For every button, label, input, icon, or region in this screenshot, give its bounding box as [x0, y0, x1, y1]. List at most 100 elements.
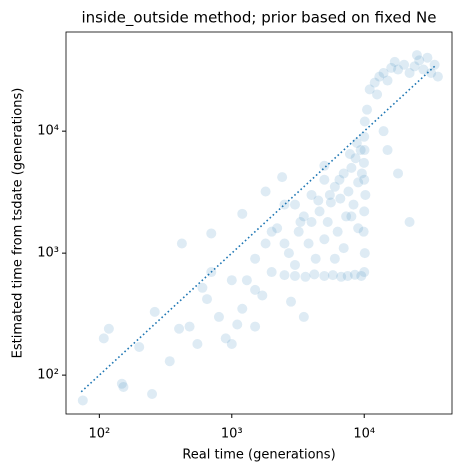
point: [314, 206, 325, 217]
point: [346, 211, 357, 222]
point: [389, 56, 400, 67]
x-tick-label: 10²: [88, 427, 110, 442]
point: [327, 270, 338, 281]
point: [213, 311, 224, 322]
point: [306, 217, 317, 228]
point: [237, 208, 248, 219]
point: [393, 168, 404, 179]
point: [295, 217, 306, 228]
point: [344, 148, 355, 159]
point: [362, 104, 373, 115]
point: [298, 311, 309, 322]
point: [286, 296, 297, 307]
point: [289, 270, 300, 281]
point: [279, 238, 290, 249]
point: [338, 168, 349, 179]
point: [260, 238, 271, 249]
point: [279, 270, 290, 281]
point: [176, 238, 187, 249]
point: [359, 131, 370, 142]
point: [359, 248, 370, 259]
point: [426, 67, 437, 78]
point: [184, 321, 195, 332]
point: [359, 116, 370, 127]
point: [260, 186, 271, 197]
point: [197, 282, 208, 293]
point: [374, 71, 385, 82]
point: [232, 319, 243, 330]
point: [293, 226, 304, 237]
point: [206, 228, 217, 239]
point: [319, 160, 330, 171]
point: [313, 195, 324, 206]
plot-frame: [65, 31, 453, 415]
point: [378, 126, 389, 137]
y-tick-label: 10³: [37, 246, 59, 261]
point: [202, 294, 213, 305]
point: [429, 59, 440, 70]
point: [319, 270, 330, 281]
point: [325, 197, 336, 208]
point: [266, 226, 277, 237]
point: [174, 323, 185, 334]
point: [404, 67, 415, 78]
point: [226, 275, 237, 286]
point: [386, 62, 397, 73]
point: [266, 267, 277, 278]
point: [241, 275, 252, 286]
x-axis-label: Real time (generations): [182, 448, 335, 463]
point: [279, 199, 290, 210]
point: [346, 162, 357, 173]
point: [369, 77, 380, 88]
point: [116, 378, 127, 389]
point: [359, 206, 370, 217]
point: [220, 333, 231, 344]
point: [319, 234, 330, 245]
y-axis-label: Estimated time from tsdate (generations): [11, 88, 26, 359]
point: [348, 199, 359, 210]
point: [335, 193, 346, 204]
point: [226, 338, 237, 349]
point: [359, 145, 370, 156]
point: [372, 89, 383, 100]
point: [103, 323, 114, 334]
point: [356, 270, 367, 281]
point: [289, 259, 300, 270]
point: [404, 217, 415, 228]
point: [358, 157, 369, 168]
point: [237, 303, 248, 314]
y-tick-label: 10⁴: [37, 124, 59, 139]
point: [149, 306, 160, 317]
point: [342, 270, 353, 281]
point: [399, 59, 410, 70]
point: [432, 71, 443, 82]
point: [250, 284, 261, 295]
point: [319, 174, 330, 185]
point: [414, 55, 425, 66]
point: [382, 75, 393, 86]
point: [349, 269, 360, 280]
point: [257, 290, 268, 301]
point: [418, 64, 429, 75]
point: [359, 174, 370, 185]
point: [411, 50, 422, 61]
point: [192, 338, 203, 349]
point: [382, 145, 393, 156]
point: [343, 186, 354, 197]
reference-line: [80, 64, 437, 393]
point: [300, 271, 311, 282]
point: [358, 226, 369, 237]
point: [289, 199, 300, 210]
point: [98, 333, 109, 344]
point: [250, 321, 261, 332]
point: [351, 137, 362, 148]
x-tick-label: 10³: [221, 427, 243, 442]
point: [355, 145, 366, 156]
point: [409, 61, 420, 72]
point: [393, 64, 404, 75]
point: [359, 267, 370, 278]
point: [322, 217, 333, 228]
point: [329, 253, 340, 264]
point: [164, 356, 175, 367]
y-tick-label: 10²: [37, 368, 59, 383]
